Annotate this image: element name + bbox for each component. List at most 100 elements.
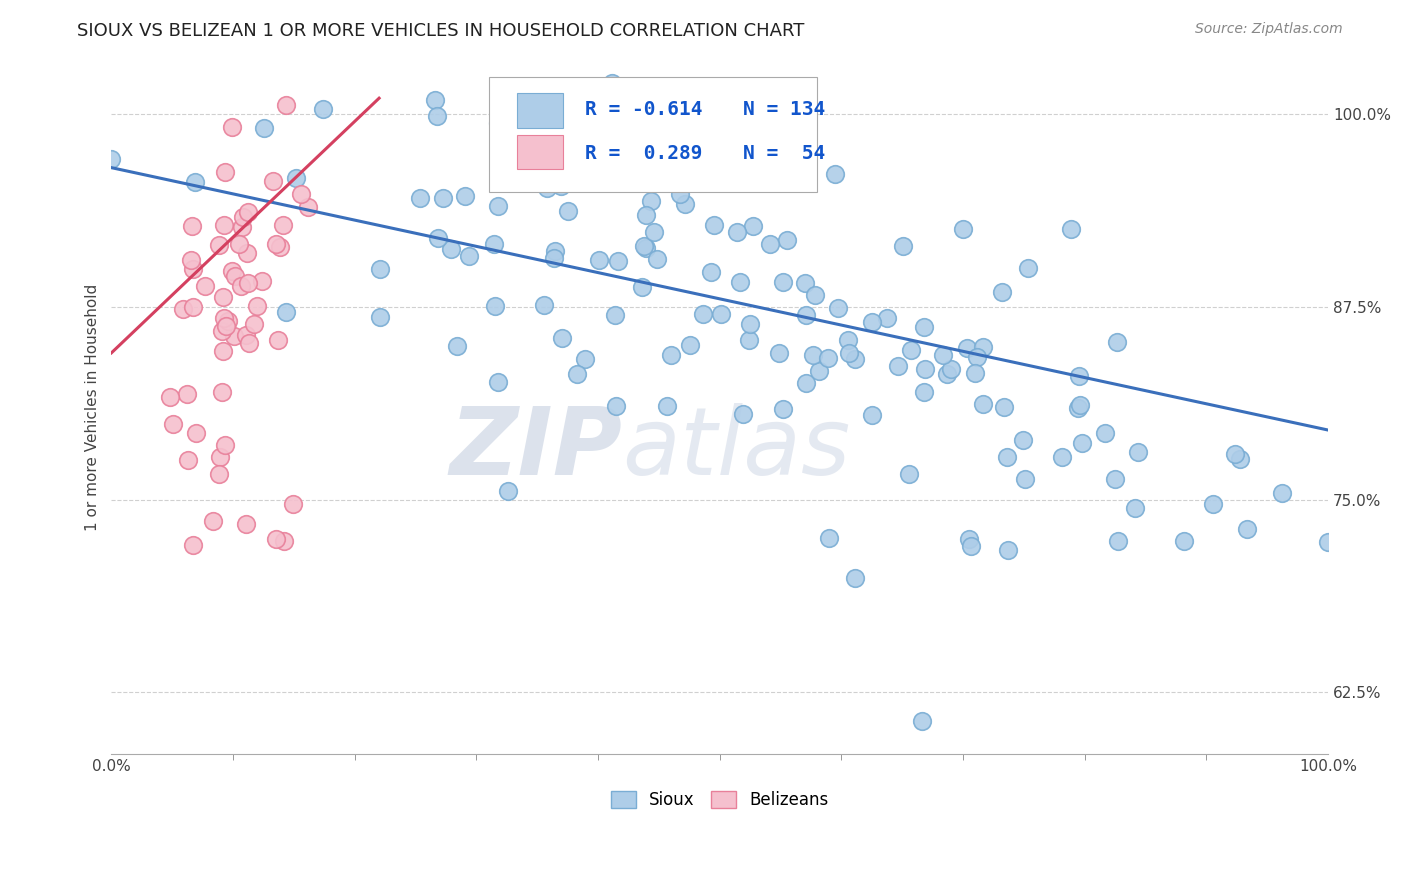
Point	[423, 93, 446, 107]
Point	[250, 274, 273, 288]
Point	[236, 204, 259, 219]
Point	[544, 244, 567, 258]
Text: R =  0.289: R = 0.289	[585, 144, 702, 163]
Point	[543, 251, 565, 265]
Point	[1104, 471, 1126, 485]
Point	[235, 328, 257, 343]
Point	[486, 375, 509, 389]
Point	[1126, 445, 1149, 459]
Point	[536, 181, 558, 195]
Point	[860, 315, 883, 329]
Point	[271, 218, 294, 232]
Point	[1229, 452, 1251, 467]
Point	[827, 301, 849, 315]
Point	[274, 98, 297, 112]
Point	[236, 246, 259, 260]
Point	[484, 299, 506, 313]
Text: atlas: atlas	[623, 403, 851, 494]
Point	[578, 173, 600, 187]
Point	[957, 533, 980, 547]
Point	[941, 362, 963, 376]
Point	[997, 450, 1019, 465]
Point	[159, 390, 181, 404]
Point	[605, 308, 627, 322]
Point	[229, 279, 252, 293]
Point	[844, 571, 866, 585]
Point	[1071, 436, 1094, 450]
Point	[311, 103, 333, 117]
Point	[567, 367, 589, 381]
Point	[177, 452, 200, 467]
Point	[262, 174, 284, 188]
Point	[804, 288, 827, 302]
Point	[606, 253, 628, 268]
Point	[817, 351, 839, 366]
Point	[935, 367, 957, 381]
Point	[990, 285, 1012, 299]
FancyBboxPatch shape	[516, 135, 562, 169]
Point	[236, 276, 259, 290]
Point	[1173, 533, 1195, 548]
Point	[486, 199, 509, 213]
Point	[212, 310, 235, 325]
Point	[633, 239, 655, 253]
Point	[243, 317, 266, 331]
Point	[100, 152, 122, 166]
Point	[605, 399, 627, 413]
Point	[439, 242, 461, 256]
Point	[860, 408, 883, 422]
Point	[565, 160, 588, 174]
Point	[758, 237, 780, 252]
Point	[886, 359, 908, 373]
Point	[506, 98, 529, 112]
Point	[228, 236, 250, 251]
Point	[209, 450, 232, 464]
Point	[794, 276, 817, 290]
Point	[486, 116, 509, 130]
Point	[900, 343, 922, 357]
Point	[972, 397, 994, 411]
Point	[533, 298, 555, 312]
Point	[1060, 221, 1083, 235]
Point	[269, 239, 291, 253]
Point	[496, 483, 519, 498]
Point	[253, 121, 276, 136]
FancyBboxPatch shape	[489, 77, 817, 192]
Point	[1107, 534, 1129, 549]
Point	[184, 425, 207, 440]
Text: N =  54: N = 54	[742, 144, 825, 163]
Point	[297, 200, 319, 214]
Point	[446, 339, 468, 353]
Point	[589, 101, 612, 115]
Point	[1050, 450, 1073, 465]
Point	[172, 301, 194, 316]
Point	[283, 497, 305, 511]
Point	[246, 299, 269, 313]
Point	[640, 194, 662, 208]
Point	[956, 342, 979, 356]
Point	[952, 222, 974, 236]
Point	[655, 399, 678, 413]
Point	[657, 172, 679, 186]
Point	[427, 231, 450, 245]
Text: Source: ZipAtlas.com: Source: ZipAtlas.com	[1195, 22, 1343, 37]
Point	[458, 249, 481, 263]
Point	[273, 533, 295, 548]
Point	[208, 238, 231, 252]
Point	[1069, 398, 1091, 412]
Point	[1271, 485, 1294, 500]
Point	[537, 141, 560, 155]
Text: N = 134: N = 134	[742, 100, 825, 120]
Point	[794, 308, 817, 322]
Point	[932, 348, 955, 362]
Point	[520, 151, 543, 165]
Point	[484, 236, 506, 251]
Point	[162, 417, 184, 431]
Point	[643, 225, 665, 239]
Point	[1094, 425, 1116, 440]
Point	[963, 366, 986, 380]
Point	[426, 110, 449, 124]
Point	[232, 211, 254, 225]
Point	[183, 300, 205, 314]
Point	[741, 219, 763, 233]
